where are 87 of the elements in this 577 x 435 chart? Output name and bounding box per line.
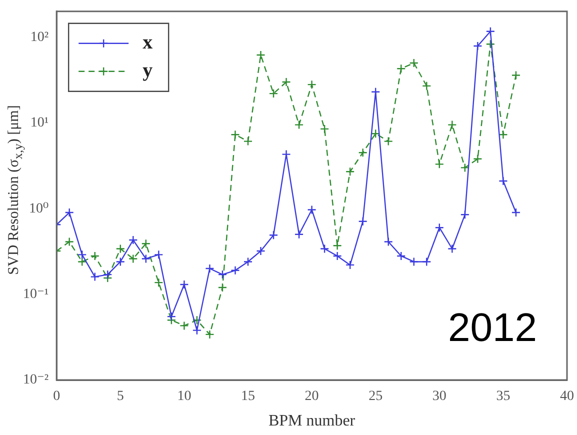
- x-tick-label: 30: [432, 389, 446, 404]
- point: [384, 136, 393, 146]
- point: [78, 250, 87, 260]
- point: [294, 230, 304, 239]
- point: [409, 58, 418, 68]
- point: [64, 208, 74, 218]
- point: [218, 270, 228, 280]
- point: [396, 64, 406, 74]
- point: [205, 330, 214, 340]
- point: [180, 321, 189, 330]
- point: [166, 312, 176, 322]
- point: [345, 260, 355, 270]
- point: [205, 264, 214, 274]
- y-tick-label: 10²: [30, 30, 49, 45]
- point: [218, 282, 228, 292]
- point: [256, 246, 266, 256]
- point: [358, 148, 368, 158]
- point: [180, 280, 189, 290]
- point: [320, 124, 330, 134]
- point: [511, 208, 521, 218]
- x-tick-label: 35: [496, 389, 510, 404]
- x-tick-label: 10: [177, 389, 192, 404]
- point: [422, 81, 432, 91]
- y-tick-label: 10⁻²: [22, 372, 49, 388]
- point: [486, 40, 496, 49]
- point: [268, 88, 278, 98]
- point: [307, 80, 316, 90]
- x-axis-title: BPM number: [268, 412, 356, 430]
- point: [294, 120, 304, 130]
- x-tick-label: 5: [116, 389, 124, 404]
- point: [345, 167, 355, 176]
- point: [90, 251, 100, 261]
- point: [230, 130, 240, 140]
- point: [128, 254, 138, 264]
- point: [243, 257, 253, 266]
- point: [409, 257, 418, 266]
- point: [282, 150, 291, 159]
- point: [422, 257, 432, 266]
- y-tick-label: 10⁰: [28, 201, 49, 216]
- point: [332, 241, 342, 250]
- point: [78, 257, 87, 266]
- point: [256, 50, 266, 60]
- point: [460, 210, 470, 220]
- x-tick-label: 0: [53, 389, 60, 404]
- point: [141, 239, 151, 248]
- point: [332, 251, 342, 261]
- y-tick-label: 10⁻¹: [22, 286, 49, 302]
- x-tick-label: 25: [368, 389, 383, 404]
- point: [307, 205, 316, 214]
- annotation: 2012: [448, 306, 537, 350]
- point: [141, 254, 151, 264]
- point: [64, 237, 74, 246]
- point: [282, 77, 291, 87]
- y-tick-label: 10¹: [30, 116, 49, 131]
- point: [320, 244, 330, 254]
- point: [434, 223, 444, 232]
- x-tick-label: 20: [304, 389, 319, 404]
- point: [154, 250, 164, 260]
- point: [243, 136, 253, 146]
- point: [230, 266, 240, 276]
- point: [498, 176, 508, 186]
- point: [154, 278, 164, 288]
- point: [448, 244, 457, 254]
- legend-label: x: [142, 32, 153, 54]
- point: [370, 129, 380, 138]
- point: [192, 326, 202, 335]
- point: [358, 216, 368, 226]
- point: [498, 130, 508, 140]
- point: [128, 235, 138, 245]
- point: [116, 257, 125, 266]
- x-tick-label: 15: [240, 389, 255, 404]
- point: [116, 244, 125, 254]
- x-tick-label: 40: [560, 389, 574, 404]
- point: [103, 270, 112, 280]
- point: [396, 251, 406, 261]
- point: [448, 120, 457, 130]
- point: [384, 237, 393, 246]
- point: [473, 41, 482, 51]
- point: [90, 272, 100, 282]
- legend-label: y: [142, 60, 153, 82]
- point: [192, 316, 202, 325]
- point: [473, 154, 482, 164]
- point: [370, 87, 380, 96]
- point: [434, 160, 444, 169]
- point: [511, 70, 521, 80]
- point: [486, 26, 496, 36]
- point: [268, 230, 278, 240]
